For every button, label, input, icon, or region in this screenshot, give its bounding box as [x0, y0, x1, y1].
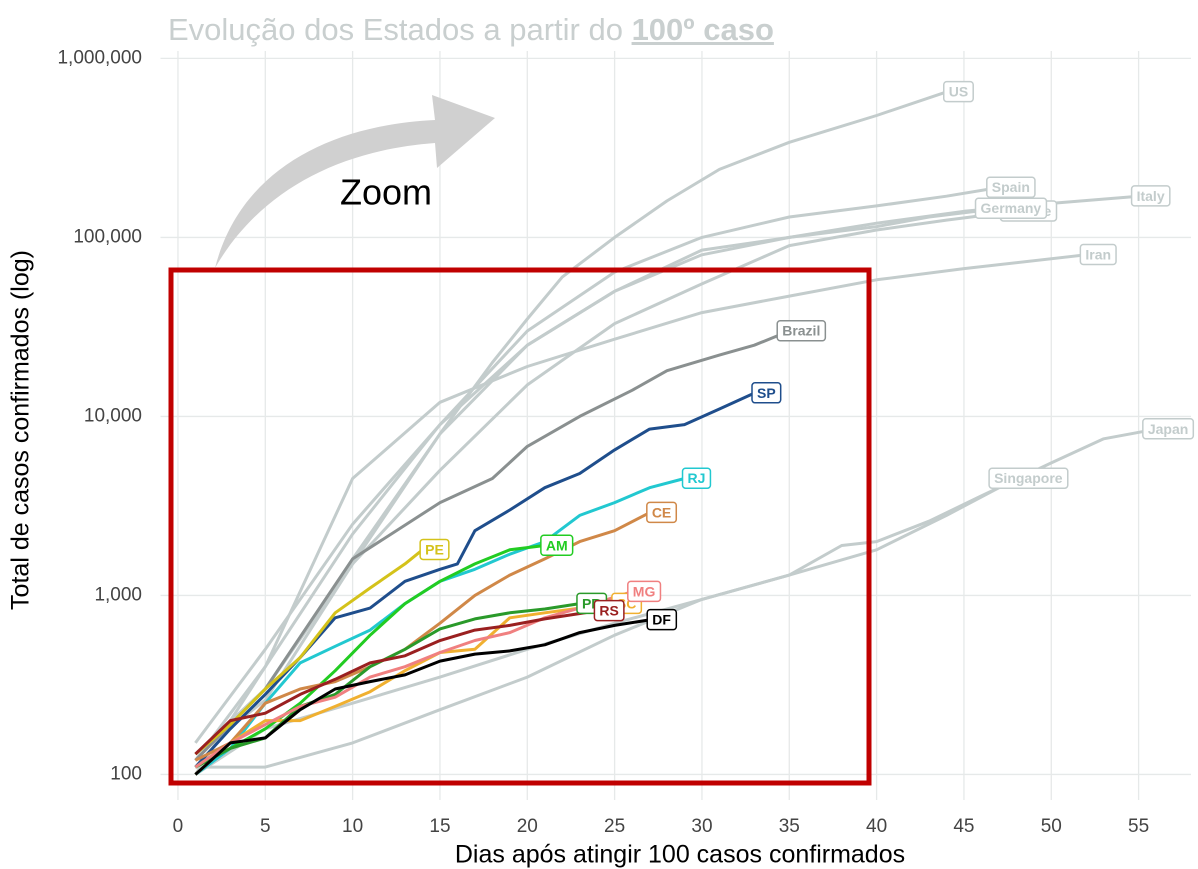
- x-tick-label: 30: [691, 816, 712, 837]
- y-tick-label: 100,000: [73, 226, 142, 247]
- x-tick-label: 55: [1128, 816, 1149, 837]
- series-label: RJ: [681, 467, 712, 489]
- y-tick-label: 1,000,000: [57, 47, 142, 68]
- label-box: [942, 80, 974, 103]
- series-line: [194, 391, 755, 769]
- x-tick-label: 20: [517, 816, 538, 837]
- series-line: [194, 618, 650, 776]
- y-tick-label: 10,000: [84, 405, 142, 426]
- y-tick-label: 1,000: [94, 584, 142, 605]
- title-highlight: 100º caso: [631, 12, 774, 47]
- series-line: [194, 590, 633, 769]
- label-text: AM: [546, 537, 568, 553]
- label-box: [776, 319, 827, 342]
- label-text: Japan: [1148, 421, 1188, 437]
- series-label: AM: [540, 534, 574, 557]
- zoom-box: [168, 267, 872, 786]
- label-text: MG: [633, 583, 656, 599]
- label-box: [751, 382, 782, 404]
- label-text: CE: [652, 504, 671, 520]
- series-label: RS: [593, 599, 625, 622]
- x-axis-title: Dias após atingir 100 casos confirmados: [455, 841, 905, 869]
- label-box: [681, 467, 712, 489]
- x-tick-label: 45: [953, 816, 974, 837]
- series-label: Japan: [1142, 418, 1195, 440]
- series-label: Germany: [974, 197, 1048, 219]
- series-label: Italy: [1130, 185, 1171, 207]
- label-box: [1079, 243, 1117, 266]
- series-label: PE: [419, 538, 450, 561]
- series-label: Singapore: [988, 467, 1069, 489]
- series-label: Iran: [1079, 243, 1117, 266]
- x-tick-label: 5: [260, 816, 271, 837]
- label-text: Germany: [981, 200, 1042, 216]
- series-line: [194, 602, 615, 776]
- series-label: US: [942, 80, 974, 103]
- label-text: Spain: [992, 179, 1030, 195]
- series-label: Spain: [986, 176, 1036, 198]
- series-line: [194, 329, 790, 762]
- series-line: [194, 209, 1017, 756]
- series-label: MG: [627, 580, 662, 603]
- x-tick-label: 25: [604, 816, 625, 837]
- label-text: Iran: [1085, 246, 1111, 262]
- label-text: RS: [599, 603, 618, 619]
- series-label: SP: [751, 382, 782, 404]
- y-axis-title: Total de casos confirmados (log): [7, 250, 35, 610]
- x-tick-label: 0: [173, 816, 184, 837]
- chart-title: Evolução dos Estados a partir do 100º ca…: [168, 12, 774, 48]
- series-label: DF: [646, 608, 678, 631]
- series-label: CE: [646, 501, 678, 524]
- label-box: [593, 599, 625, 622]
- label-box: [646, 608, 678, 631]
- label-box: [986, 176, 1036, 198]
- title-text: Evolução dos Estados a partir do: [168, 12, 623, 47]
- series-label: Brazil: [776, 319, 827, 342]
- annotation: Zoom: [340, 172, 432, 213]
- series-line: [194, 186, 1000, 762]
- series-line: [194, 544, 545, 769]
- label-text: Singapore: [994, 470, 1063, 486]
- label-text: DF: [652, 612, 671, 628]
- label-box: [1142, 418, 1195, 440]
- label-box: [974, 197, 1048, 219]
- y-tick-label: 100: [110, 763, 142, 784]
- x-tick-label: 40: [866, 816, 887, 837]
- label-box: [1130, 185, 1171, 207]
- x-tick-label: 15: [429, 816, 450, 837]
- series-line: [194, 207, 1000, 756]
- label-text: SP: [757, 385, 776, 401]
- label-box: [419, 538, 450, 561]
- label-text: Italy: [1137, 188, 1165, 204]
- x-tick-label: 50: [1041, 816, 1062, 837]
- label-box: [540, 534, 574, 557]
- label-box: [988, 467, 1069, 489]
- series-line: [194, 609, 598, 756]
- label-text: RJ: [688, 470, 706, 486]
- label-text: PE: [425, 541, 444, 557]
- label-text: US: [949, 84, 968, 100]
- label-text: Brazil: [782, 323, 820, 339]
- zoom-arrow: [215, 95, 495, 268]
- series-line: [194, 511, 651, 762]
- x-tick-label: 10: [342, 816, 363, 837]
- label-box: [627, 580, 662, 603]
- x-tick-label: 35: [779, 816, 800, 837]
- label-box: [646, 501, 678, 524]
- series-line: [194, 253, 1087, 776]
